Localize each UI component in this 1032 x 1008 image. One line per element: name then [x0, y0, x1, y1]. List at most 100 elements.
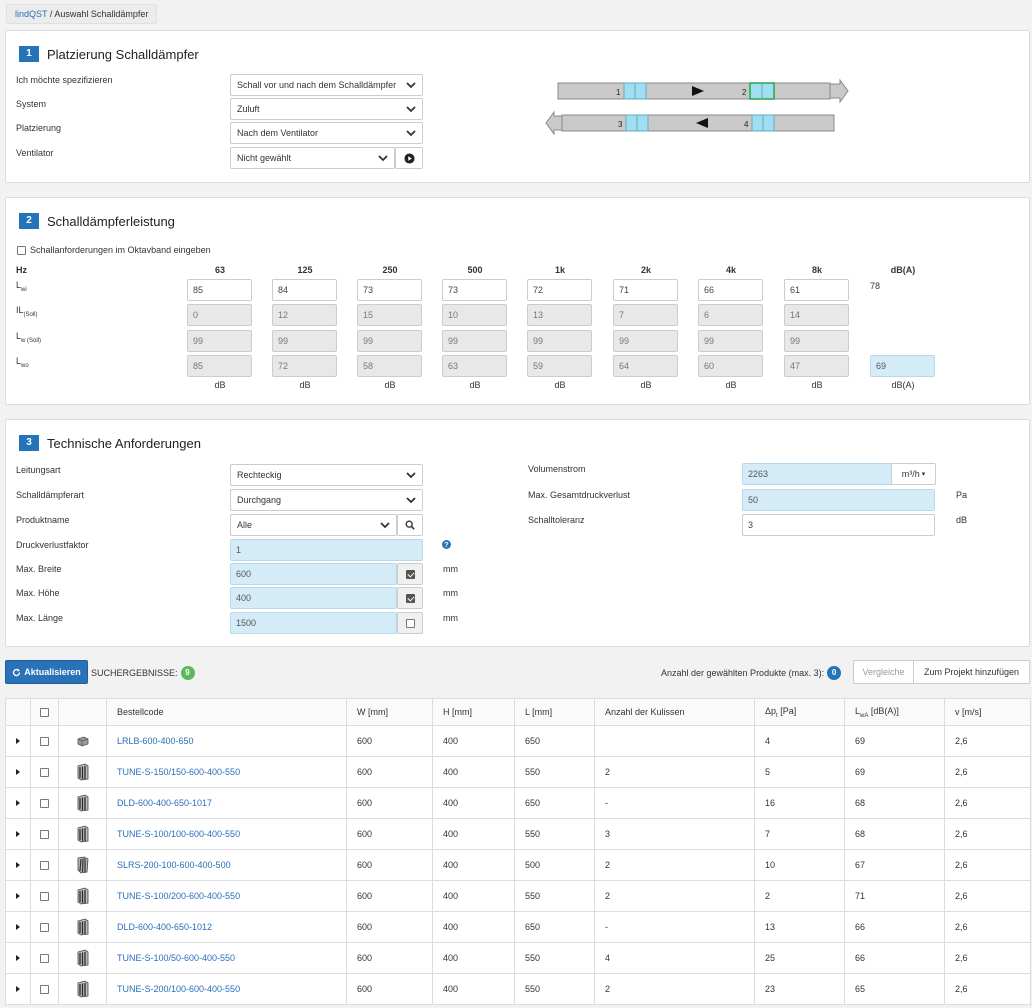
row-select-cell[interactable]	[30, 725, 59, 757]
bestellcode-link[interactable]: TUNE-S-200/100-600-400-550	[117, 984, 241, 994]
col-height[interactable]: H [mm]	[432, 698, 515, 726]
bestellcode-link[interactable]: TUNE-S-100/100-600-400-550	[117, 829, 241, 839]
row-expand-toggle[interactable]	[5, 725, 31, 757]
lwi-input[interactable]: 73	[357, 279, 422, 301]
col-sound-level-sub: wA	[860, 712, 869, 719]
product-search-button[interactable]	[397, 514, 423, 536]
bestellcode-link[interactable]: LRLB-600-400-650	[117, 736, 194, 746]
lwi-input[interactable]: 84	[272, 279, 337, 301]
row-select-cell[interactable]	[30, 756, 59, 788]
row-select-checkbox[interactable]	[40, 861, 49, 871]
row-expand-toggle[interactable]	[5, 880, 31, 912]
compare-button[interactable]: Vergleiche	[853, 660, 914, 684]
table-row[interactable]: TUNE-S-150/150-600-400-550 600 400 550 2 5 69 2…	[5, 756, 1031, 788]
step-number: 2	[19, 213, 39, 229]
breadcrumb-root-link[interactable]: lindQST	[15, 9, 48, 19]
row-select-cell[interactable]	[30, 942, 59, 974]
bestellcode-link[interactable]: SLRS-200-100-600-400-500	[117, 860, 231, 870]
row-expand-toggle[interactable]	[5, 787, 31, 819]
col-pressure-drop[interactable]: Δpt [Pa]	[754, 698, 845, 726]
octave-checkbox-row[interactable]: Schallanforderungen im Oktavband eingebe…	[17, 245, 211, 255]
select-all-checkbox[interactable]	[40, 708, 49, 718]
lwi-input[interactable]: 61	[784, 279, 849, 301]
width-cell: 600	[346, 756, 433, 788]
spec-select[interactable]: Schall vor und nach dem Schalldämpfer	[230, 74, 423, 96]
lwi-input[interactable]: 73	[442, 279, 507, 301]
row-expand-toggle[interactable]	[5, 756, 31, 788]
max-breite-input[interactable]: 600	[230, 563, 397, 585]
bestellcode-link[interactable]: TUNE-S-100/50-600-400-550	[117, 953, 236, 963]
table-row[interactable]: SLRS-200-100-600-400-500 600 400 500 2 10 67 2,…	[5, 849, 1031, 881]
max-laenge-checkbox[interactable]	[405, 618, 415, 628]
lwi-input[interactable]: 71	[613, 279, 678, 301]
lwi-input[interactable]: 66	[698, 279, 763, 301]
row-select-checkbox[interactable]	[40, 985, 49, 995]
row-select-cell[interactable]	[30, 818, 59, 850]
col-kulissen[interactable]: Anzahl der Kulissen	[594, 698, 755, 726]
schalltoleranz-input[interactable]: 3	[742, 514, 935, 536]
fan-select[interactable]: Nicht gewählt	[230, 147, 395, 169]
row-select-checkbox[interactable]	[40, 799, 49, 809]
max-breite-checkbox-addon[interactable]	[397, 563, 423, 585]
panel-heading: Technische Anforderungen	[47, 435, 201, 451]
add-to-project-button[interactable]: Zum Projekt hinzufügen	[913, 660, 1030, 684]
row-select-checkbox[interactable]	[40, 768, 49, 778]
col-pressure-drop-symbol: Δp	[765, 705, 777, 716]
max-hoehe-checkbox-addon[interactable]	[397, 587, 423, 609]
system-select[interactable]: Zuluft	[230, 98, 423, 120]
row-select-cell[interactable]	[30, 787, 59, 819]
lwi-input[interactable]: 85	[187, 279, 252, 301]
row-expand-toggle[interactable]	[5, 911, 31, 943]
table-row[interactable]: TUNE-S-200/100-600-400-550 600 400 550 2 23 65…	[5, 973, 1031, 1005]
volumenstrom-unit-dropdown[interactable]: m³/h ▾	[891, 463, 936, 485]
table-row[interactable]: TUNE-S-100/50-600-400-550 600 400 550 4 25 66 2…	[5, 942, 1031, 974]
row-expand-toggle[interactable]	[5, 849, 31, 881]
max-hoehe-checkbox[interactable]	[405, 593, 415, 603]
lw-soll-input: 99	[187, 330, 252, 352]
max-laenge-checkbox-addon[interactable]	[397, 612, 423, 634]
max-breite-checkbox[interactable]	[405, 569, 415, 579]
row-expand-toggle[interactable]	[5, 818, 31, 850]
help-icon[interactable]: ?	[442, 540, 451, 549]
col-velocity[interactable]: v [m/s]	[944, 698, 1031, 726]
table-row[interactable]: TUNE-S-100/200-600-400-550 600 400 550 2 2 71 2…	[5, 880, 1031, 912]
max-druckverlust-input[interactable]: 50	[742, 489, 935, 511]
max-hoehe-input[interactable]: 400	[230, 587, 397, 609]
bestellcode-link[interactable]: TUNE-S-150/150-600-400-550	[117, 767, 241, 777]
row-select-checkbox[interactable]	[40, 830, 49, 840]
row-select-checkbox[interactable]	[40, 892, 49, 902]
row-select-checkbox[interactable]	[40, 954, 49, 964]
table-row[interactable]: DLD-600-400-650-1017 600 400 650-16 68 2,6	[5, 787, 1031, 819]
col-bestellcode[interactable]: Bestellcode	[106, 698, 347, 726]
druckverlustfaktor-input[interactable]: 1	[230, 539, 423, 561]
row-select-cell[interactable]	[30, 880, 59, 912]
bestellcode-link[interactable]: DLD-600-400-650-1017	[117, 798, 213, 808]
max-druckverlust-unit: Pa	[956, 490, 968, 500]
bestellcode-link[interactable]: TUNE-S-100/200-600-400-550	[117, 891, 241, 901]
table-row[interactable]: DLD-600-400-650-1012 600 400 650-13 66 2,6	[5, 911, 1031, 943]
lwi-input[interactable]: 72	[527, 279, 592, 301]
volumenstrom-input[interactable]: 2263	[742, 463, 892, 485]
row-select-checkbox[interactable]	[40, 737, 49, 747]
octave-checkbox[interactable]	[17, 245, 26, 255]
row-expand-toggle[interactable]	[5, 973, 31, 1005]
row-select-cell[interactable]	[30, 911, 59, 943]
schalldaempferart-select[interactable]: Durchgang	[230, 489, 423, 511]
row-select-checkbox[interactable]	[40, 923, 49, 933]
table-row[interactable]: LRLB-600-400-650 600 400 650 4 69 2,6	[5, 725, 1031, 757]
col-length[interactable]: L [mm]	[514, 698, 595, 726]
col-sound-level[interactable]: LwA [dB(A)]	[844, 698, 945, 726]
leitungsart-select[interactable]: Rechteckig	[230, 464, 423, 486]
produktname-select[interactable]: Alle	[230, 514, 397, 536]
max-laenge-input[interactable]: 1500	[230, 612, 397, 634]
placement-select[interactable]: Nach dem Ventilator	[230, 122, 423, 144]
select-all-header[interactable]	[30, 698, 59, 726]
bestellcode-link[interactable]: DLD-600-400-650-1012	[117, 922, 213, 932]
row-select-cell[interactable]	[30, 973, 59, 1005]
table-row[interactable]: TUNE-S-100/100-600-400-550 600 400 550 3 7 68 2…	[5, 818, 1031, 850]
row-select-cell[interactable]	[30, 849, 59, 881]
fan-play-button[interactable]	[395, 147, 423, 169]
col-width[interactable]: W [mm]	[346, 698, 433, 726]
row-expand-toggle[interactable]	[5, 942, 31, 974]
refresh-button[interactable]: Aktualisieren	[5, 660, 88, 684]
